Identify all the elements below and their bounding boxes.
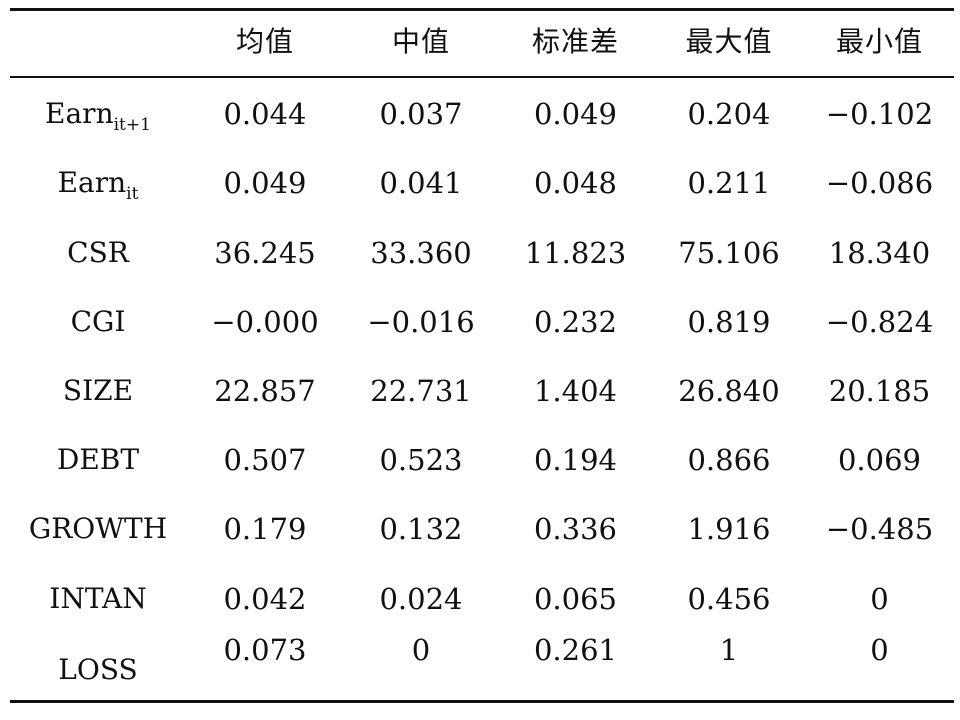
variable-name: CSR	[67, 236, 129, 269]
header-max: 最大值	[685, 25, 773, 58]
table-cell: 0.049	[223, 166, 307, 200]
header-median: 中值	[391, 25, 450, 58]
header-min: 最小值	[835, 25, 923, 58]
variable-name: INTAN	[49, 582, 147, 615]
table-cell: −0.016	[367, 305, 475, 339]
table-cell: 18.340	[828, 236, 931, 270]
table-cell: 0	[870, 633, 889, 667]
table-bottom-rule	[10, 700, 954, 703]
table-cell: 0.507	[223, 443, 307, 477]
variable-name: SIZE	[62, 374, 134, 407]
table-header-rule	[10, 76, 954, 78]
table-cell: 75.106	[678, 236, 780, 270]
table-cell: 0	[411, 633, 431, 667]
table-row: INTAN 0.042 0.024 0.065 0.456 0	[10, 579, 954, 619]
table-cell: 0.456	[687, 582, 771, 616]
table-cell: 0.073	[223, 633, 307, 667]
table-cell: 0.024	[379, 582, 463, 616]
table-cell: 26.840	[678, 374, 780, 408]
table-cell: 0.819	[687, 305, 771, 339]
variable-name: GROWTH	[28, 512, 168, 545]
table-row: Earnit 0.049 0.041 0.048 0.211 −0.086	[10, 163, 954, 203]
table-cell: 0.261	[533, 633, 618, 667]
table-cell: 20.185	[828, 374, 931, 408]
table-cell: 0.037	[379, 97, 463, 131]
header-empty-cell	[10, 22, 186, 62]
statistics-table: 均值 中值 标准差 最大值 最小值 Earnit+1 0.044 0.037 0…	[10, 8, 954, 704]
table-cell: 0.194	[533, 443, 618, 477]
table-cell: 0.204	[687, 97, 771, 131]
table-row: CSR 36.245 33.360 11.823 75.106 18.340	[10, 233, 954, 273]
table-cell: 11.823	[524, 236, 627, 270]
table-cell: 33.360	[370, 236, 472, 270]
table-top-rule	[10, 8, 954, 11]
table-cell: 36.245	[214, 236, 316, 270]
variable-name: LOSS	[58, 653, 138, 686]
table-cell: 0.065	[533, 582, 618, 616]
table-cell: 0.049	[533, 97, 618, 131]
table-cell: 1.404	[533, 374, 618, 408]
table-cell: 22.857	[214, 374, 316, 408]
table-row: Earnit+1 0.044 0.037 0.049 0.204 −0.102	[10, 94, 954, 134]
table-cell: 0.211	[687, 166, 771, 200]
table-cell: 22.731	[370, 374, 472, 408]
table-cell: 0.042	[223, 582, 307, 616]
table-cell: 0.048	[533, 166, 618, 200]
table-cell: 0.866	[687, 443, 771, 477]
header-std-dev: 标准差	[531, 25, 619, 58]
table-cell: −0.086	[825, 166, 934, 200]
table-cell: −0.000	[211, 305, 319, 339]
table-row: LOSS 0.073 0 0.261 1 0	[10, 633, 954, 686]
table-cell: 0.132	[379, 512, 463, 546]
table-cell: 0.336	[533, 512, 618, 546]
table-cell: 0.179	[223, 512, 307, 546]
table-cell: 0.041	[379, 166, 463, 200]
table-cell: 0.069	[837, 443, 922, 477]
table-cell: 0.232	[533, 305, 618, 339]
table-cell: 0.044	[223, 97, 307, 131]
table-row: CGI −0.000 −0.016 0.232 0.819 −0.824	[10, 302, 954, 342]
table-row: DEBT 0.507 0.523 0.194 0.866 0.069	[10, 440, 954, 480]
table-row: SIZE 22.857 22.731 1.404 26.840 20.185	[10, 371, 954, 411]
table-row: GROWTH 0.179 0.132 0.336 1.916 −0.485	[10, 509, 954, 549]
header-mean: 均值	[235, 25, 294, 58]
table-cell: −0.485	[825, 512, 934, 546]
table-cell: 1.916	[687, 512, 771, 546]
table-header-row: 均值 中值 标准差 最大值 最小值	[10, 22, 954, 62]
variable-name: CGI	[70, 305, 126, 338]
variable-name: Earnit	[57, 166, 139, 204]
variable-name: DEBT	[56, 443, 140, 476]
variable-name: Earnit+1	[45, 97, 151, 135]
table-cell: 1	[719, 633, 739, 667]
table-cell: 0.523	[379, 443, 463, 477]
table-cell: −0.102	[825, 97, 934, 131]
table-cell: 0	[870, 582, 889, 616]
table-cell: −0.824	[825, 305, 934, 339]
